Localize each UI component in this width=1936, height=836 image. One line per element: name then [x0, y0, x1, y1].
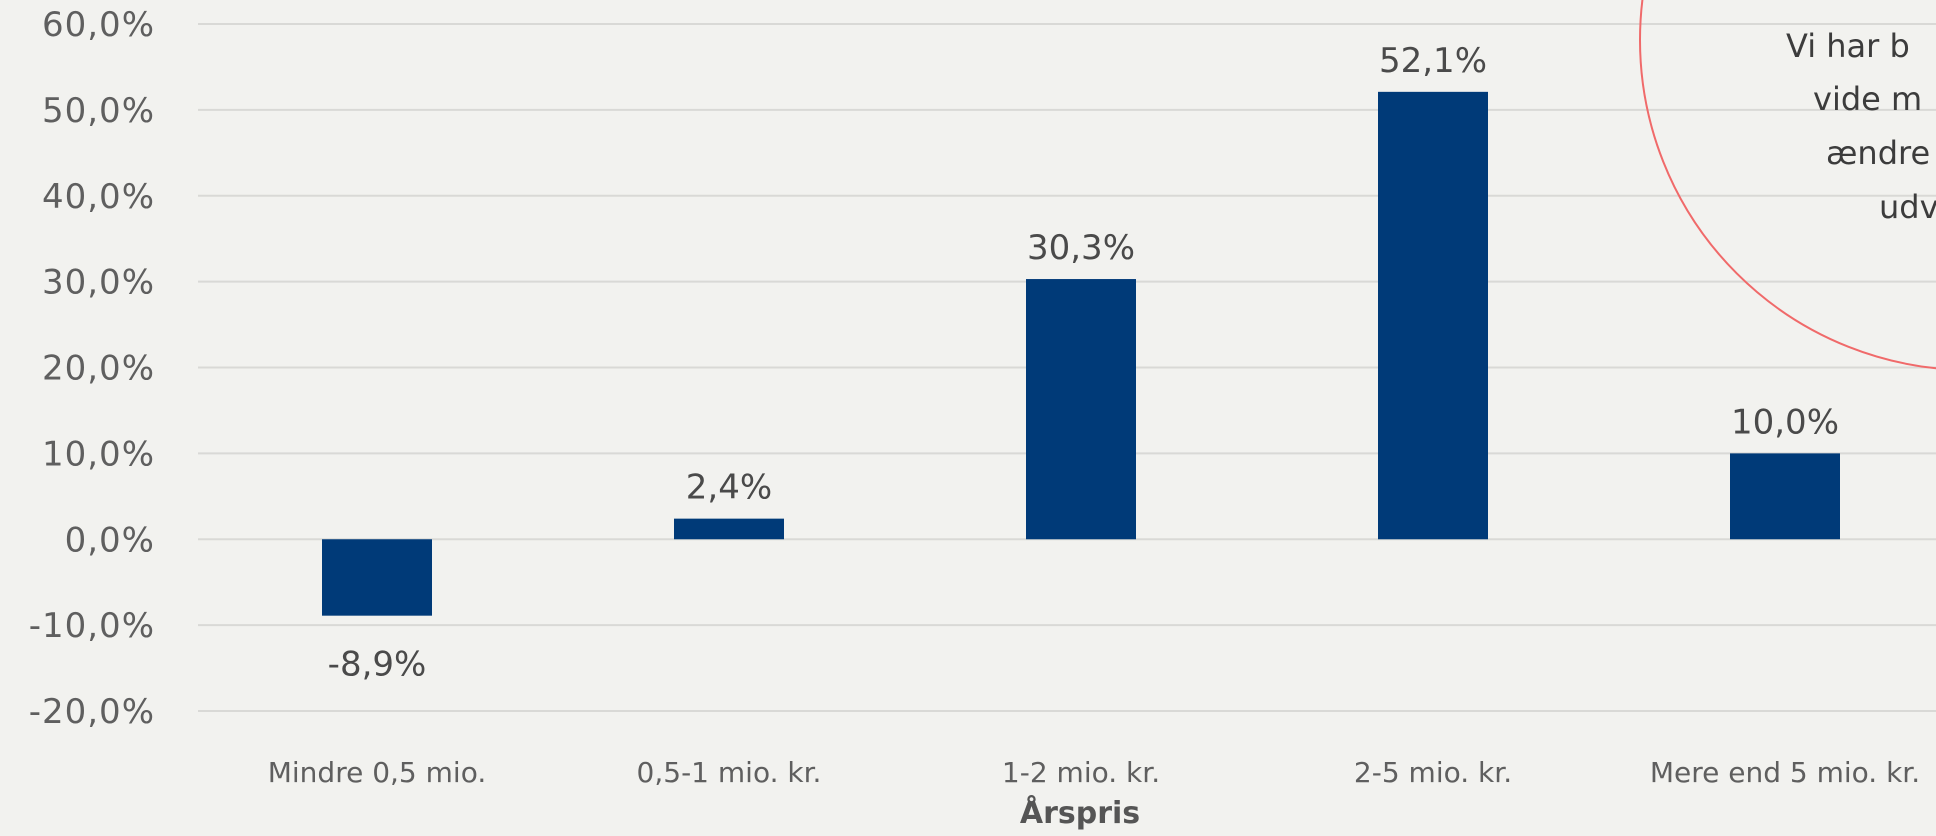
y-tick-labels: 60,0% 50,0% 40,0% 30,0% 20,0% 10,0% 0,0% -10,0%…	[29, 5, 155, 732]
callout-note: Vi har b vide m ændre udv	[1639, 0, 1936, 370]
data-label: 30,3%	[1027, 228, 1135, 268]
callout-circle	[1639, 0, 1936, 370]
y-tick-label: -20,0%	[29, 692, 155, 732]
category-label: 0,5-1 mio. kr.	[637, 756, 822, 789]
callout-line: ændre	[1826, 134, 1930, 172]
x-axis-title: Årspris	[1020, 794, 1140, 831]
y-tick-label: 50,0%	[42, 91, 155, 131]
y-tick-label: 20,0%	[42, 349, 155, 389]
bars	[322, 91, 1840, 616]
bar	[1730, 453, 1840, 540]
category-labels: Mindre 0,5 mio. 0,5-1 mio. kr. 1-2 mio. kr…	[268, 756, 1920, 789]
y-tick-label: 60,0%	[42, 5, 155, 45]
bar	[1026, 279, 1136, 540]
data-label: 10,0%	[1731, 402, 1839, 442]
y-tick-label: 40,0%	[42, 177, 155, 217]
callout-line: vide m	[1813, 80, 1922, 118]
data-label: -8,9%	[328, 645, 427, 685]
bar	[674, 518, 784, 540]
category-label: 1-2 mio. kr.	[1002, 756, 1160, 789]
data-label: 52,1%	[1379, 41, 1487, 81]
callout-line: udv	[1879, 188, 1936, 226]
data-labels: -8,9% 2,4% 30,3% 52,1% 10,0%	[328, 41, 1839, 685]
category-label: 2-5 mio. kr.	[1354, 756, 1512, 789]
y-tick-label: 0,0%	[65, 520, 155, 560]
bar	[1378, 91, 1488, 540]
y-tick-label: 30,0%	[42, 263, 155, 303]
callout-line: Vi har b	[1786, 27, 1910, 65]
data-label: 2,4%	[686, 468, 772, 508]
category-label: Mere end 5 mio. kr.	[1650, 756, 1920, 789]
y-tick-label: 10,0%	[42, 434, 155, 474]
y-tick-label: -10,0%	[29, 606, 155, 646]
category-label: Mindre 0,5 mio.	[268, 756, 487, 789]
bar	[322, 539, 432, 616]
